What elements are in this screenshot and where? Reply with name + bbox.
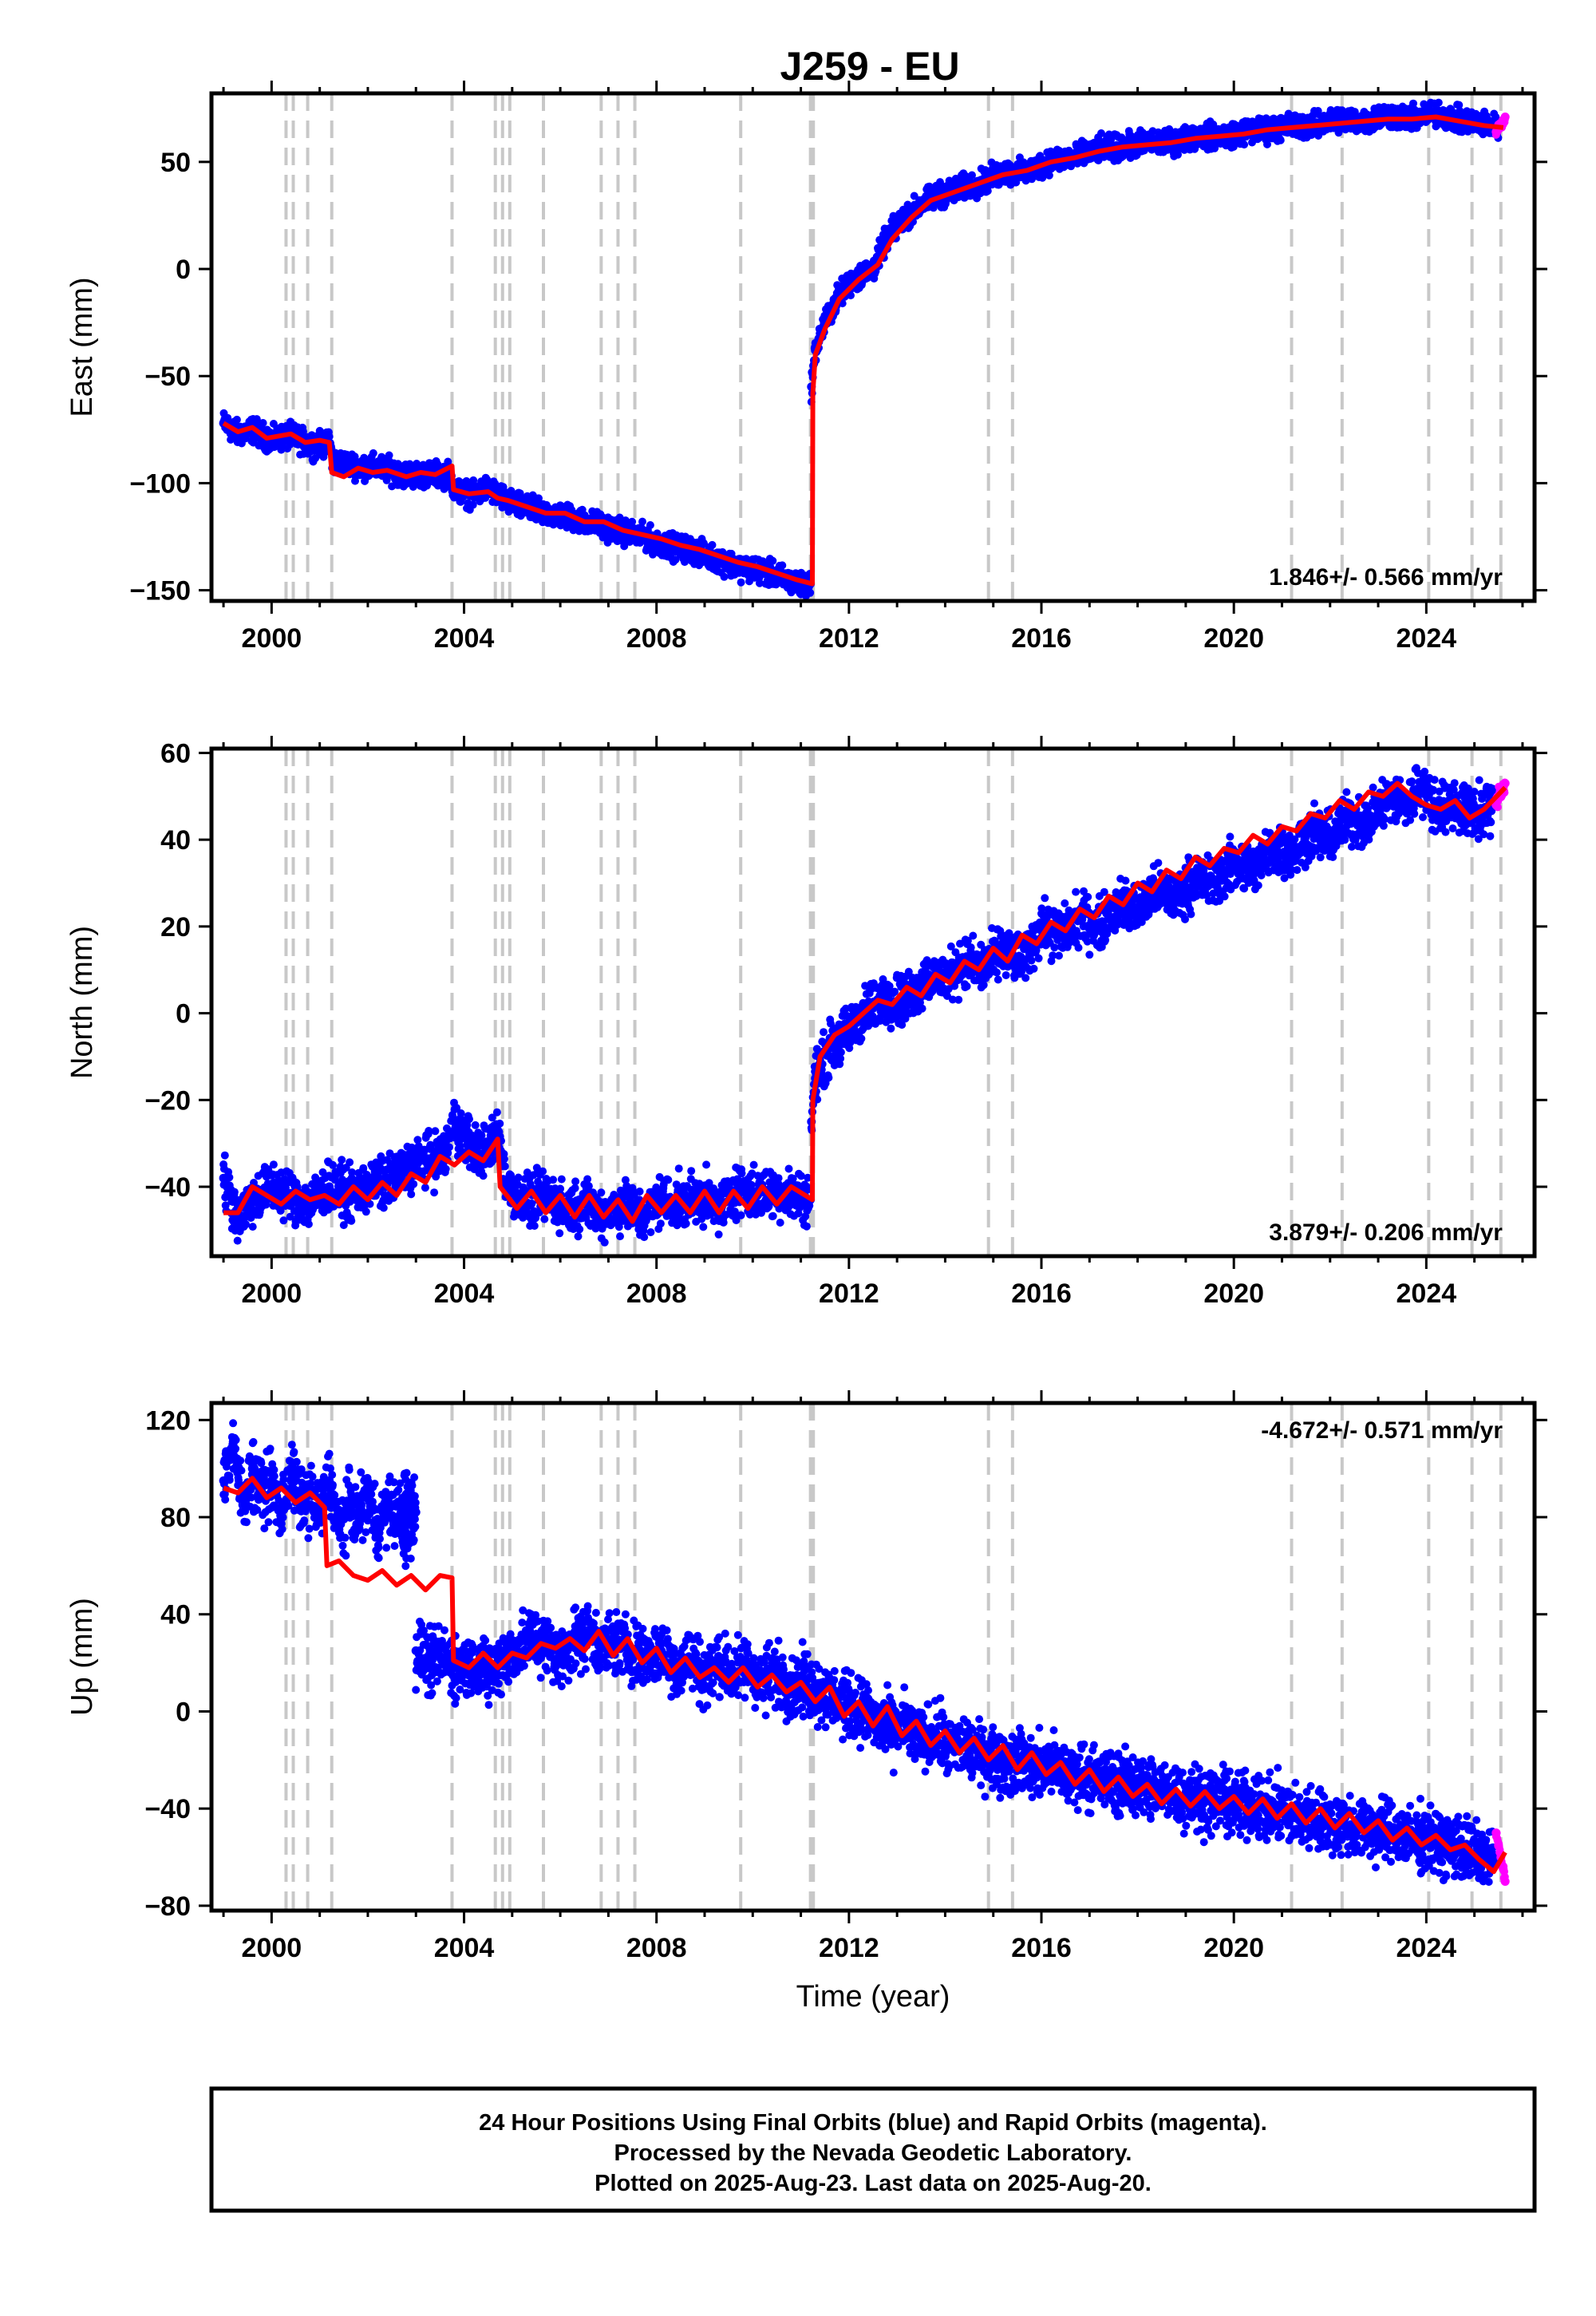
data-point xyxy=(465,1115,473,1124)
data-point xyxy=(471,1120,480,1129)
data-point xyxy=(628,517,637,526)
data-point xyxy=(385,451,393,460)
data-point xyxy=(259,419,267,427)
data-point xyxy=(549,1176,558,1184)
data-point xyxy=(778,561,787,570)
data-point xyxy=(430,1188,439,1197)
data-point xyxy=(445,1143,453,1152)
data-point xyxy=(441,1164,450,1173)
y-tick-label: 0 xyxy=(176,255,191,285)
data-point xyxy=(671,555,680,564)
data-point xyxy=(479,1172,488,1180)
data-point xyxy=(346,1158,354,1167)
data-point xyxy=(755,579,764,587)
data-point xyxy=(555,1229,564,1238)
data-point xyxy=(233,1236,242,1245)
data-point xyxy=(806,588,815,597)
data-point xyxy=(1500,113,1510,121)
y-tick-label: −100 xyxy=(129,468,191,499)
y-tick-label: −150 xyxy=(129,576,191,607)
y-tick-label: 50 xyxy=(160,148,191,178)
east-panel: 2000 2004 2008 2012 2016 2020 2024 −150 −100 −50 0… xyxy=(65,81,1547,654)
data-point xyxy=(304,1219,313,1228)
x-tick-label: 2016 xyxy=(1011,623,1072,654)
data-point xyxy=(347,1216,356,1225)
data-point xyxy=(574,1232,583,1241)
data-point xyxy=(242,1220,251,1229)
data-point xyxy=(638,517,646,526)
data-point xyxy=(220,1151,229,1160)
data-point xyxy=(500,1162,509,1171)
series-group xyxy=(219,98,1510,600)
x-tick-label: 2024 xyxy=(1396,623,1457,654)
y-axis-label: East (mm) xyxy=(65,277,99,417)
data-point xyxy=(968,171,976,180)
data-point xyxy=(230,1188,239,1196)
x-tick-label: 2012 xyxy=(819,623,879,654)
data-point xyxy=(535,494,543,503)
data-point xyxy=(737,578,745,587)
data-point xyxy=(720,572,729,581)
chart-title: J259 - EU xyxy=(780,44,959,89)
data-point xyxy=(338,1156,346,1164)
series-group xyxy=(219,764,1510,1247)
x-tick-label: 2008 xyxy=(626,623,687,654)
data-point xyxy=(1276,136,1285,144)
data-point xyxy=(361,1207,370,1216)
data-point xyxy=(500,1155,508,1164)
data-point xyxy=(492,1108,501,1117)
data-point xyxy=(409,1180,418,1188)
data-point xyxy=(248,1223,257,1231)
data-point xyxy=(468,500,477,509)
data-point xyxy=(539,1167,547,1176)
data-point xyxy=(1240,140,1249,149)
data-point xyxy=(571,1177,580,1186)
data-point xyxy=(456,1109,465,1117)
north-panel: 2000 2004 2008 2012 2016 2020 2024−40−20020406… xyxy=(65,736,1547,1309)
data-point xyxy=(232,415,241,424)
data-point xyxy=(299,427,307,436)
data-point xyxy=(620,542,629,551)
y-tick-label: −50 xyxy=(144,362,191,392)
data-point xyxy=(847,291,855,300)
data-point xyxy=(1434,98,1443,107)
data-point xyxy=(407,1190,416,1199)
data-point xyxy=(540,1215,549,1223)
data-point xyxy=(369,449,377,457)
data-point xyxy=(421,1184,429,1192)
data-point xyxy=(557,1175,566,1184)
data-point xyxy=(530,1222,539,1230)
model-line xyxy=(222,114,1504,587)
x-tick-label: 2000 xyxy=(242,623,302,654)
data-point xyxy=(575,1225,584,1234)
x-tick-label: 2004 xyxy=(434,623,495,654)
data-point xyxy=(379,1203,388,1212)
rate-label: 1.846+/- 0.566 mm/yr xyxy=(1269,564,1503,591)
plot-frame xyxy=(209,91,1537,603)
x-tick-label: 2020 xyxy=(1203,623,1264,654)
data-point xyxy=(768,556,777,565)
event-lines xyxy=(284,93,1503,601)
data-point xyxy=(325,433,334,441)
data-point xyxy=(646,521,654,529)
data-point xyxy=(269,1160,278,1169)
data-point xyxy=(431,1127,440,1136)
data-point xyxy=(708,540,717,549)
